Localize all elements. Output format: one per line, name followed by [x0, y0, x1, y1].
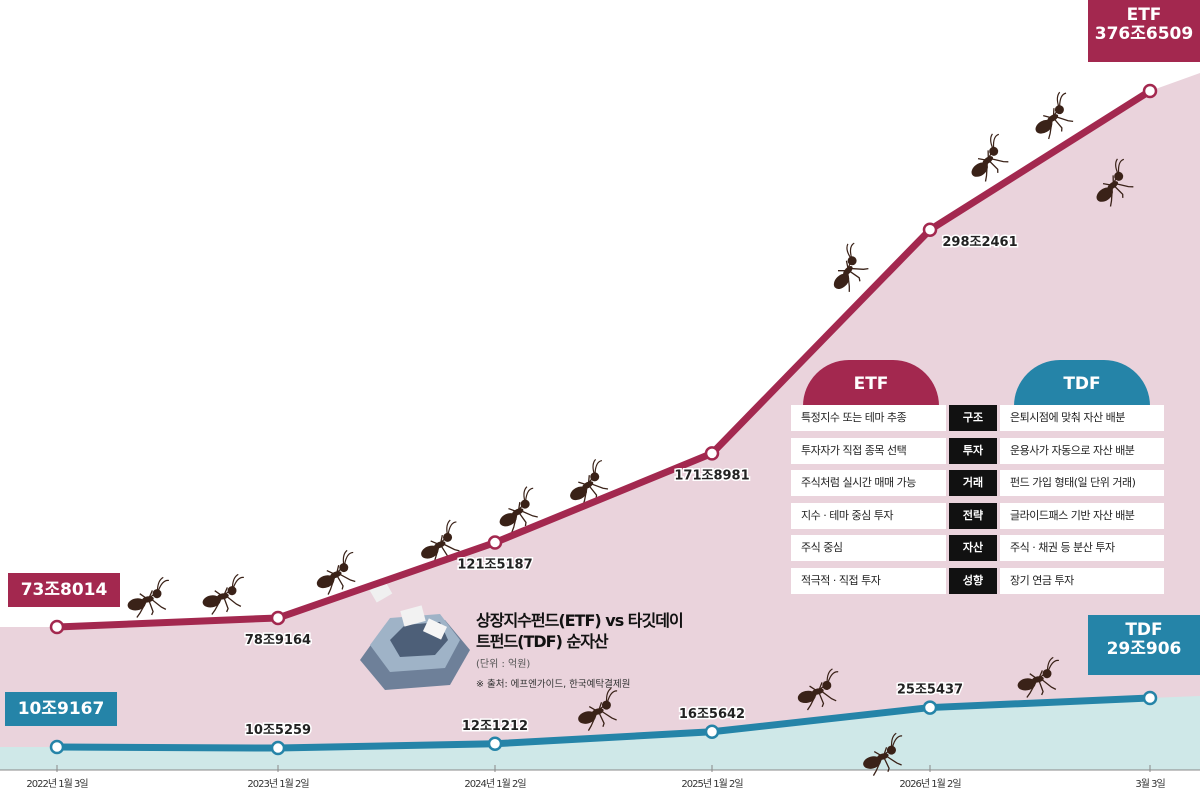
tdf-header: TDF — [1014, 360, 1150, 406]
etf-cell: 특정지수 또는 테마 추종 — [791, 405, 946, 431]
etf-value-label: 298조2461 — [942, 235, 1017, 250]
category-cell: 성향 — [949, 567, 997, 594]
x-tick-label: 2024년 1월 2일 — [464, 778, 526, 790]
etf-cell: 주식처럼 실시간 매매 가능 — [791, 470, 946, 496]
source-note: ※ 출처: 에프엔가이드, 한국예탁결제원 — [476, 679, 631, 690]
etf-start-callout: 73조8014 — [8, 573, 120, 607]
tdf-cell: 장기 연금 투자 — [1000, 567, 1164, 594]
tdf-point — [487, 736, 503, 752]
category-cell: 투자 — [949, 437, 997, 464]
x-tick-label: 2023년 1월 2일 — [247, 778, 309, 790]
comparison-row: 주식 중심 자산 주식 · 채권 등 분산 투자 — [791, 535, 1164, 561]
tdf-value-label: 12조1212 — [462, 719, 528, 734]
tdf-start-callout: 10조9167 — [5, 692, 117, 726]
tdf-cell: 글라이드패스 기반 자산 배분 — [1000, 502, 1164, 529]
etf-end-value: 376조6509 — [1094, 23, 1194, 44]
x-tick-label: 2026년 1월 2일 — [899, 778, 961, 790]
etf-end-series-name: ETF — [1126, 5, 1162, 25]
comparison-row: 특정지수 또는 테마 추종 구조 은퇴시점에 맞춰 자산 배분 — [791, 405, 1164, 431]
tdf-point — [1142, 690, 1158, 706]
etf-value-label: 171조8981 — [674, 468, 749, 483]
x-tick-label: 2025년 1월 2일 — [681, 778, 743, 790]
etf-point — [704, 446, 720, 461]
etf-point — [1142, 83, 1158, 99]
tdf-value-label: 16조5642 — [679, 707, 745, 722]
etf-value-label: 78조9164 — [245, 633, 311, 648]
chart-title: 상장지수펀드(ETF) vs 타깃데이트펀드(TDF) 순자산 — [476, 611, 684, 651]
comparison-row: 투자자가 직접 종목 선택 투자 운용사가 자동으로 자산 배분 — [791, 437, 1164, 464]
etf-point — [270, 610, 286, 626]
etf-value-label: 121조5187 — [457, 558, 532, 573]
tdf-value-label: 10조5259 — [245, 723, 311, 738]
tdf-end-value: 29조906 — [1106, 638, 1182, 659]
comparison-row: 주식처럼 실시간 매매 가능 거래 펀드 가입 형태(일 단위 거래) — [791, 470, 1164, 496]
tdf-end-series-name: TDF — [1125, 620, 1163, 640]
tdf-cell: 펀드 가입 형태(일 단위 거래) — [1000, 470, 1164, 496]
etf-end-callout: ETF 376조6509 — [1088, 0, 1200, 62]
tdf-point — [922, 700, 938, 715]
tdf-cell: 운용사가 자동으로 자산 배분 — [1000, 437, 1164, 464]
x-tick-label: 2022년 1월 3일 — [26, 778, 88, 790]
tdf-end-callout: TDF 29조906 — [1088, 615, 1200, 675]
etf-cell: 주식 중심 — [791, 535, 946, 561]
tray-illustration — [360, 581, 470, 690]
comparison-row: 지수 · 테마 중심 투자 전략 글라이드패스 기반 자산 배분 — [791, 502, 1164, 529]
tdf-point — [49, 739, 65, 755]
tdf-line — [56, 694, 1151, 752]
etf-cell: 투자자가 직접 종목 선택 — [791, 437, 946, 464]
x-tick-label: 3월 3일 — [1135, 778, 1165, 790]
etf-area — [0, 73, 1200, 770]
tdf-cell: 주식 · 채권 등 분산 투자 — [1000, 535, 1164, 561]
unit-note: (단위 : 억원) — [476, 659, 531, 670]
tdf-cell: 은퇴시점에 맞춰 자산 배분 — [1000, 405, 1164, 431]
etf-point — [487, 535, 503, 550]
tdf-area — [0, 696, 1200, 770]
tdf-point — [270, 740, 286, 756]
tdf-point — [704, 724, 720, 740]
category-cell: 전략 — [949, 502, 997, 529]
category-cell: 거래 — [949, 470, 997, 496]
tdf-value-label: 25조5437 — [897, 683, 963, 698]
category-cell: 구조 — [949, 405, 997, 431]
etf-header: ETF — [803, 360, 939, 406]
etf-cell: 지수 · 테마 중심 투자 — [791, 502, 946, 529]
etf-cell: 적극적 · 직접 투자 — [791, 567, 946, 594]
chart-title-block: 상장지수펀드(ETF) vs 타깃데이트펀드(TDF) 순자산 (단위 : 억원… — [476, 610, 686, 690]
category-cell: 자산 — [949, 535, 997, 561]
etf-point — [922, 222, 938, 238]
comparison-row: 적극적 · 직접 투자 성향 장기 연금 투자 — [791, 567, 1164, 594]
etf-point — [49, 619, 65, 635]
etf-line — [56, 88, 1152, 631]
